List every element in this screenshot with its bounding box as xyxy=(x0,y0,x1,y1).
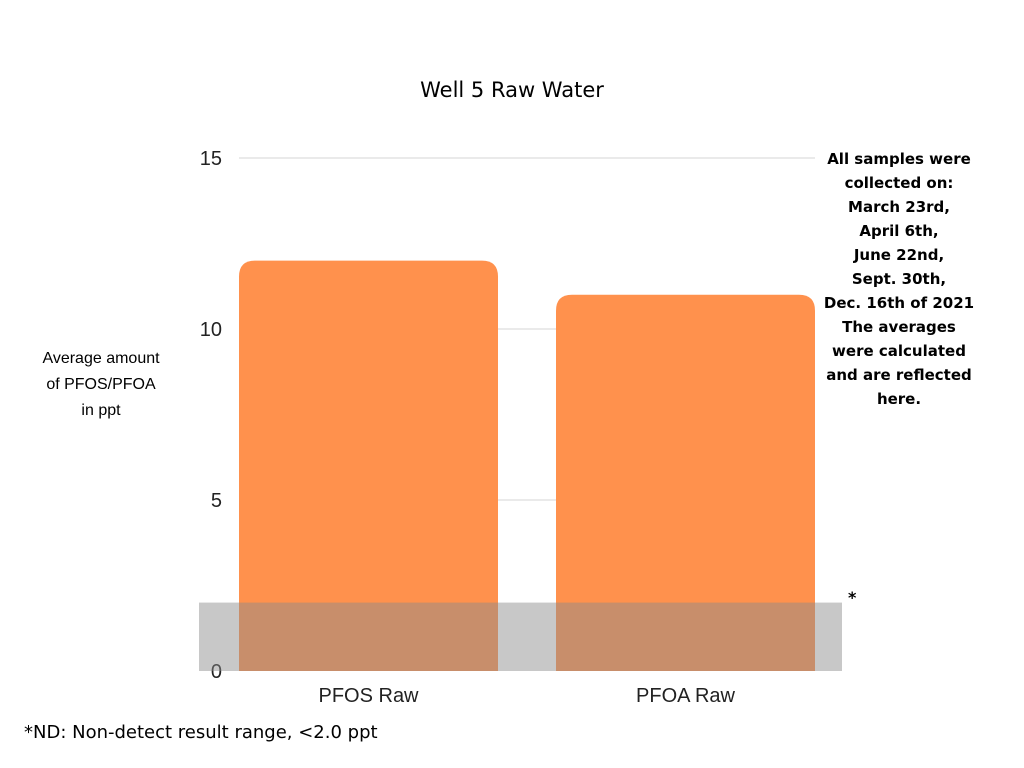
non-detect-marker: * xyxy=(848,588,857,607)
non-detect-range-band xyxy=(199,602,842,671)
y-tick-label: 0 xyxy=(211,661,222,683)
x-tick-label: PFOS Raw xyxy=(318,685,419,707)
bars xyxy=(239,260,815,671)
non-detect-band xyxy=(199,602,842,671)
y-axis-label: Average amount of PFOS/PFOA in ppt xyxy=(42,350,160,419)
y-tick-label: 5 xyxy=(211,490,222,512)
chart-title: Well 5 Raw Water xyxy=(420,78,604,102)
sample-dates-note: All samples were collected on: March 23r… xyxy=(823,150,975,408)
bar-pfoa-raw xyxy=(556,294,815,671)
non-detect-footnote: *ND: Non-detect result range, <2.0 ppt xyxy=(24,722,378,743)
category-labels: PFOS Raw PFOA Raw xyxy=(318,685,735,707)
x-tick-label: PFOA Raw xyxy=(636,685,735,707)
y-tick-label: 15 xyxy=(200,148,222,170)
y-tick-label: 10 xyxy=(200,319,222,341)
y-tick-labels: 0 5 10 15 xyxy=(200,148,222,683)
bar-pfos-raw xyxy=(239,260,498,671)
